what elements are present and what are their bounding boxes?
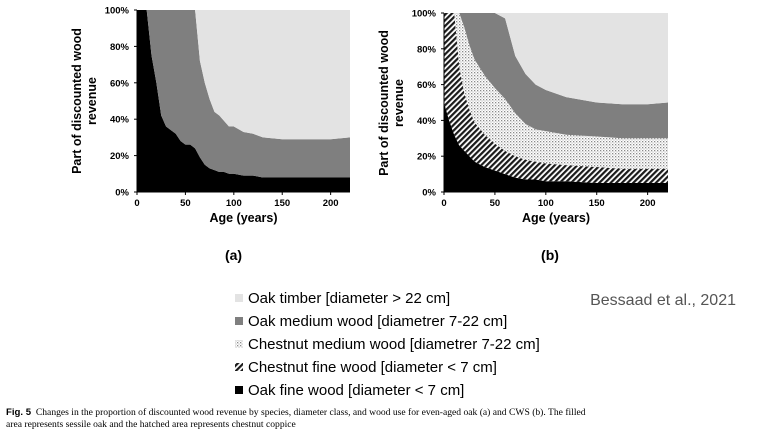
y-axis-title-line-1: Part of discounted wood (377, 30, 391, 176)
legend-label: Chestnut fine wood [diameter < 7 cm] (248, 359, 497, 376)
legend-label: Oak timber [diameter > 22 cm] (248, 290, 450, 307)
y-tick-label: 20% (417, 152, 437, 163)
legend-swatch (235, 340, 243, 348)
area-series-chestnut-medium-wood (444, 13, 668, 169)
y-axis-title-line-2: revenue (392, 79, 406, 127)
y-tick-label: 100% (412, 9, 437, 20)
y-tick-label: 0% (115, 188, 129, 199)
x-tick-label: 200 (323, 198, 339, 209)
y-tick-label: 100% (105, 6, 130, 17)
y-tick-label: 80% (417, 44, 437, 55)
area-series-oak-medium-wood (137, 10, 350, 178)
area-series-oak-timber (444, 13, 668, 105)
panel-label: (a) (225, 247, 242, 263)
credit-text: Bessaad et al., 2021 (590, 292, 736, 309)
x-tick-label: 50 (490, 198, 501, 209)
caption-fig-label: Fig. 5 (6, 407, 32, 418)
x-tick-label: 0 (134, 198, 139, 209)
legend-swatch (235, 294, 243, 302)
legend: Oak timber [diameter > 22 cm] Oak medium … (235, 290, 540, 399)
x-tick-label: 150 (589, 198, 605, 209)
y-axis-title: Part of discounted woodrevenue (377, 30, 406, 176)
y-axis-title-line-2: revenue (85, 77, 99, 125)
x-tick-label: 100 (226, 198, 242, 209)
legend-label: Oak medium wood [diametrer 7-22 cm] (248, 313, 507, 330)
chart-panel-b: 0% 20% 40% 60% 80% 100% 0 50 100 150 200 Age (years… (377, 9, 668, 263)
legend-swatch (235, 317, 243, 325)
chart-panel-a: 0% 20% 40% 60% 80% 100% 0 50 100 150 200 Age (years… (70, 6, 350, 263)
legend-item: Chestnut medium wood [diametrer 7-22 cm] (235, 336, 540, 353)
x-tick-label: 200 (640, 198, 656, 209)
legend-item: Oak fine wood [diameter < 7 cm] (235, 382, 464, 399)
x-tick-label: 50 (180, 198, 191, 209)
y-axis-title: Part of discounted woodrevenue (70, 28, 99, 174)
x-tick-label: 150 (274, 198, 290, 209)
x-tick-label: 0 (441, 198, 446, 209)
y-tick-label: 40% (417, 116, 437, 127)
legend-label: Oak fine wood [diameter < 7 cm] (248, 382, 464, 399)
legend-swatch (235, 363, 243, 371)
y-tick-label: 60% (110, 78, 130, 89)
area-series-oak-fine-wood (137, 10, 350, 192)
legend-item: Oak timber [diameter > 22 cm] (235, 290, 450, 307)
caption-line-2: area represents sessile oak and the hatc… (6, 419, 296, 430)
x-tick-label: 100 (538, 198, 554, 209)
area-series-oak-timber (137, 10, 350, 140)
legend-swatch (235, 386, 243, 394)
area-series-oak-medium-wood (444, 13, 668, 139)
y-axis-title-line-1: Part of discounted wood (70, 28, 84, 174)
y-tick-label: 20% (110, 151, 130, 162)
y-tick-label: 60% (417, 80, 437, 91)
panel-label: (b) (541, 247, 559, 263)
legend-label: Chestnut medium wood [diametrer 7-22 cm] (248, 336, 540, 353)
legend-item: Oak medium wood [diametrer 7-22 cm] (235, 313, 507, 330)
y-tick-label: 0% (422, 188, 436, 199)
figure-caption: Fig. 5 Changes in the proportion of disc… (6, 407, 754, 431)
x-axis-title: Age (years) (209, 211, 277, 225)
legend-item: Chestnut fine wood [diameter < 7 cm] (235, 359, 497, 376)
y-tick-label: 80% (110, 42, 130, 53)
y-tick-label: 40% (110, 115, 130, 126)
caption-line-1: Changes in the proportion of discounted … (35, 407, 586, 418)
x-axis-title: Age (years) (522, 211, 590, 225)
